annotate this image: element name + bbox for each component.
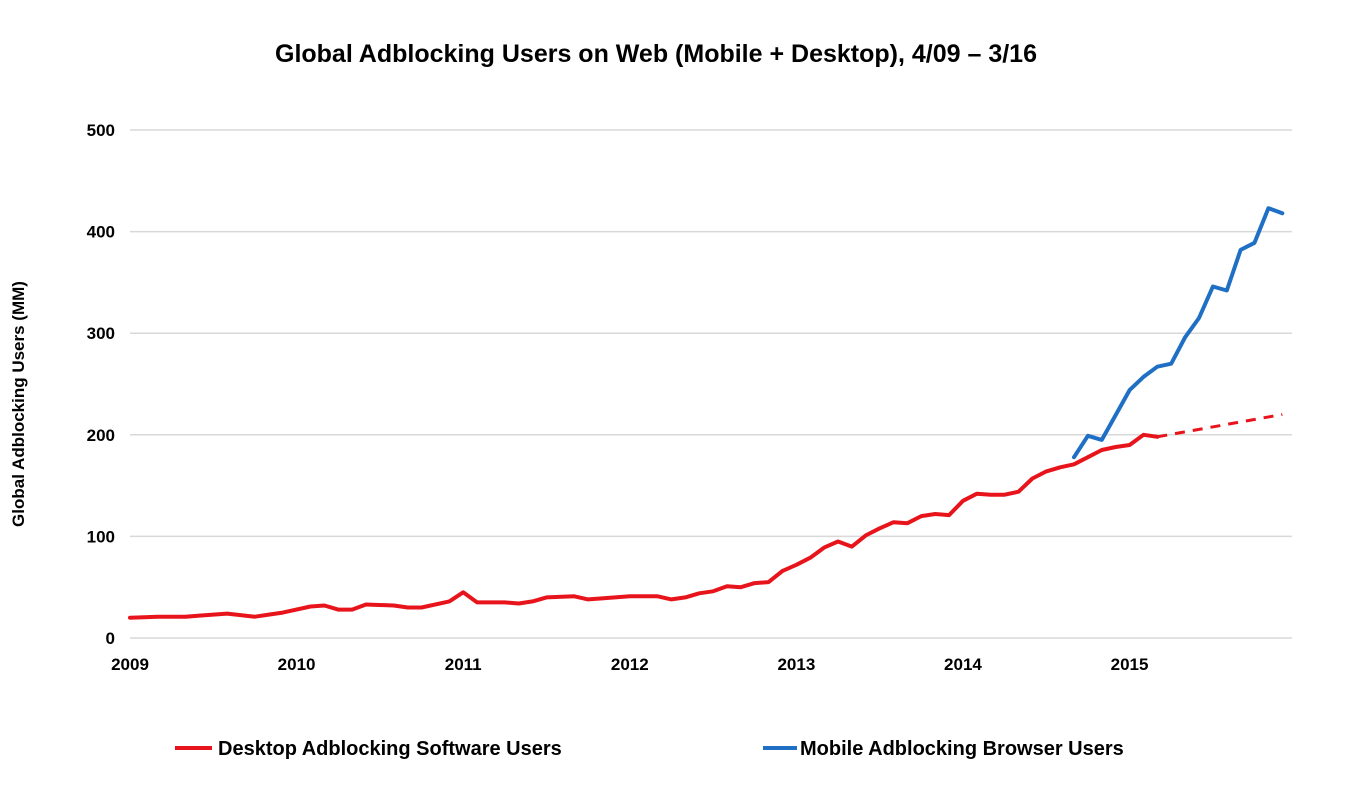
y-tick-label: 400 bbox=[87, 223, 115, 242]
chart-title: Global Adblocking Users on Web (Mobile +… bbox=[275, 40, 1037, 68]
x-tick-label: 2009 bbox=[111, 655, 149, 674]
y-tick-label: 300 bbox=[87, 324, 115, 343]
desktop-series-line bbox=[128, 432, 1160, 620]
y-tick-label: 500 bbox=[87, 121, 115, 140]
series-lines bbox=[128, 206, 1285, 620]
x-tick-label: 2012 bbox=[611, 655, 649, 674]
desktop-projection-line bbox=[1157, 413, 1283, 439]
y-axis-title: Global Adblocking Users (MM) bbox=[9, 281, 28, 527]
x-tick-label: 2010 bbox=[278, 655, 316, 674]
x-tick-label: 2015 bbox=[1111, 655, 1149, 674]
mobile-series-line bbox=[1072, 206, 1285, 460]
legend-label-mobile: Mobile Adblocking Browser Users bbox=[800, 738, 1124, 760]
legend-label-desktop: Desktop Adblocking Software Users bbox=[218, 738, 562, 760]
y-tick-label: 0 bbox=[106, 629, 115, 648]
x-axis-ticks: 2009 2010 2011 2012 2013 2014 2015 bbox=[111, 655, 1148, 674]
legend: Desktop Adblocking Software Users Mobile… bbox=[175, 738, 1124, 760]
y-tick-label: 100 bbox=[87, 527, 115, 546]
x-tick-label: 2011 bbox=[445, 655, 482, 674]
gridlines bbox=[130, 129, 1292, 639]
y-axis-ticks: 0 100 200 300 400 500 bbox=[87, 121, 115, 648]
x-tick-label: 2013 bbox=[777, 655, 815, 674]
x-tick-label: 2014 bbox=[944, 655, 982, 674]
y-tick-label: 200 bbox=[87, 426, 115, 445]
